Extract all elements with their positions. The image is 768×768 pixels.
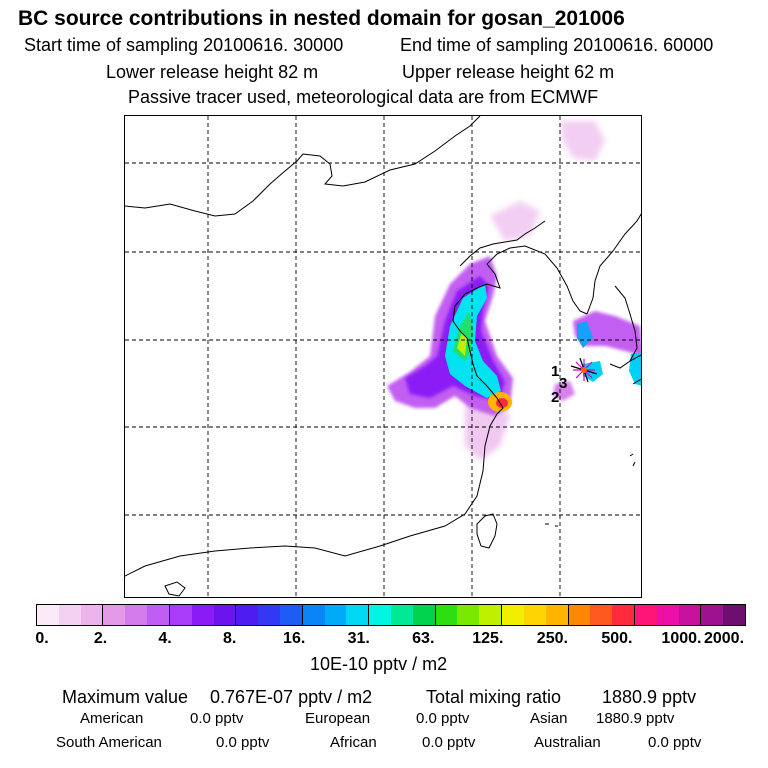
colorbar-swatch: [701, 605, 724, 625]
coast-north: [125, 116, 481, 217]
colorbar-swatch: [191, 605, 214, 625]
receptor-star-icon: [570, 357, 598, 383]
colorbar-swatch: [258, 605, 280, 625]
colorbar-swatch: [590, 605, 613, 625]
total-mixing-ratio-value: 1880.9 pptv: [602, 687, 697, 707]
contribution-name-american: American: [80, 710, 144, 727]
plume-lime: [457, 332, 467, 356]
contribution-name-asian: Asian: [530, 710, 568, 727]
plume-northeast-pink: [490, 121, 605, 241]
contribution-name-european: European: [305, 710, 371, 727]
colorbar-swatch: [37, 605, 59, 625]
max-value: 0.767E-07 pptv / m2: [210, 687, 373, 707]
colorbar-swatch: [412, 605, 436, 625]
coast-taiwan: [476, 513, 498, 549]
map-panel: 1 3 2: [124, 115, 642, 598]
coast-japan: [629, 354, 641, 385]
receptor-label-3: 3: [559, 375, 567, 392]
colorbar-tick-label: 8.: [222, 630, 237, 647]
colorbar-swatch: [302, 605, 325, 625]
colorbar-tick-label: 0.: [35, 630, 49, 647]
coast-bohai: [459, 220, 546, 267]
colorbar-swatch: [147, 605, 170, 625]
start-time: Start time of sampling 20100616. 30000: [24, 35, 344, 55]
coast-hainan: [164, 581, 186, 597]
lower-release-height: Lower release height 82 m: [106, 62, 319, 82]
colorbar-tick-label: 125.: [472, 630, 504, 647]
colorbar-swatch: [678, 605, 702, 625]
colorbar-tick-label: 63.: [412, 630, 435, 647]
colorbar-swatch: [125, 605, 148, 625]
colorbar-swatch: [279, 605, 303, 625]
colorbar-swatch: [346, 605, 370, 625]
tracer-note: Passive tracer used, meteorological data…: [128, 87, 599, 107]
colorbar-swatch: [656, 605, 679, 625]
contribution-value-south-american: 0.0 pptv: [216, 734, 270, 751]
colorbar-tick-label: 2000.: [703, 630, 745, 647]
colorbar-tick-label: 4.: [158, 630, 172, 647]
colorbar-tick-label: 500.: [601, 630, 633, 647]
coast-mainland: [125, 245, 588, 577]
colorbar-swatch: [103, 605, 126, 625]
colorbar: [36, 604, 746, 626]
end-time: End time of sampling 20100616. 60000: [400, 35, 714, 55]
plume-south-pink: [553, 381, 575, 401]
map-svg: 1 3 2: [125, 116, 641, 597]
colorbar-tick-label: 31.: [347, 630, 370, 647]
colorbar-swatch: [612, 605, 635, 625]
plume-jeju-cyan: [583, 352, 641, 386]
upper-release-height: Upper release height 62 m: [402, 62, 615, 82]
colorbar-swatch: [723, 605, 745, 625]
colorbar-swatch: [457, 605, 480, 625]
contribution-value-african: 0.0 pptv: [422, 734, 476, 751]
colorbar-swatch: [545, 605, 569, 625]
coastlines: [125, 116, 641, 597]
contribution-value-american: 0.0 pptv: [190, 710, 244, 727]
colorbar-swatch: [523, 605, 546, 625]
colorbar-tick-label: 16.: [283, 630, 306, 647]
plume-outer-pink: [465, 401, 510, 461]
colorbar-swatch: [634, 605, 657, 625]
plume-cyan: [445, 284, 501, 398]
colorbar-swatch: [568, 605, 591, 625]
coast-korea: [586, 213, 641, 369]
colorbar-swatch: [391, 605, 413, 625]
colorbar-swatch: [213, 605, 237, 625]
colorbar-swatch: [502, 605, 524, 625]
contribution-name-australian: Australian: [534, 734, 601, 751]
plume-korea-cyan: [577, 321, 593, 348]
colorbar-swatch: [324, 605, 347, 625]
colorbar-units: 10E-10 pptv / m2: [310, 654, 448, 674]
total-mixing-ratio-label: Total mixing ratio: [426, 687, 562, 707]
receptor-label-1: 1: [551, 363, 559, 380]
contribution-name-african: African: [330, 734, 377, 751]
colorbar-swatch: [58, 605, 81, 625]
concentration-field: [387, 121, 641, 461]
plot-title: BC source contributions in nested domain…: [18, 7, 625, 30]
colorbar-swatch: [169, 605, 192, 625]
colorbar-tick-label: 2.: [93, 630, 108, 647]
colorbar-swatch: [479, 605, 503, 625]
colorbar-tick-label: 1000.: [661, 630, 702, 647]
colorbar-swatch: [80, 605, 104, 625]
coast-islands: [545, 453, 636, 527]
colorbar-swatch: [236, 605, 259, 625]
contribution-value-australian: 0.0 pptv: [648, 734, 702, 751]
contribution-value-asian: 1880.9 pptv: [596, 710, 675, 727]
graticule: [125, 116, 641, 597]
contribution-value-european: 0.0 pptv: [416, 710, 470, 727]
max-value-label: Maximum value: [62, 687, 189, 707]
colorbar-tick-label: 250.: [536, 630, 568, 647]
contribution-name-south-american: South American: [56, 734, 162, 751]
plume-korea-magenta: [573, 311, 641, 356]
colorbar-swatch: [435, 605, 458, 625]
colorbar-swatch: [369, 605, 391, 625]
receptor-label-2: 2: [551, 389, 559, 406]
